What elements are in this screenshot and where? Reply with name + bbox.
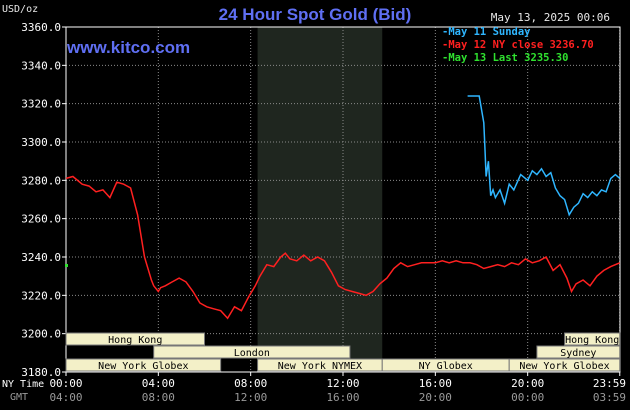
session-bar: New York Globex xyxy=(65,358,222,372)
session-bar: NY Globex xyxy=(381,358,510,372)
session-bar-label: New York Globex xyxy=(519,361,609,372)
plot-frame xyxy=(65,26,621,373)
x-tick-label-ny: 12:00 xyxy=(326,377,359,390)
session-bar-box xyxy=(564,332,621,346)
y-tick-label: 3300.0 xyxy=(21,136,61,149)
session-bar: Sydney xyxy=(536,345,621,359)
session-bar-label: New York NYMEX xyxy=(278,361,362,372)
y-tick-label: 3280.0 xyxy=(21,174,61,187)
x-tick-label-gmt: 00:00 xyxy=(511,391,544,404)
x-tick-label-gmt: 08:00 xyxy=(142,391,175,404)
y-tick-label: 3200.0 xyxy=(21,328,61,341)
series-line-may-11 xyxy=(467,95,621,217)
y-tick-label: 3240.0 xyxy=(21,251,61,264)
session-bar-label: London xyxy=(234,348,270,359)
legend-label-may11: May 11 Sunday xyxy=(448,26,531,38)
legend: -May 11 Sunday -May 12 NY close 3236.70 … xyxy=(442,26,594,65)
session-bar: London xyxy=(153,345,351,359)
legend-item-may12: -May 12 NY close 3236.70 xyxy=(442,39,594,52)
y-tick-label: 3180.0 xyxy=(21,366,61,379)
legend-dash-may12: - xyxy=(442,39,449,51)
session-bar: New York NYMEX xyxy=(257,358,383,372)
x-tick-label-gmt: 12:00 xyxy=(234,391,267,404)
y-axis-unit-label: USD/oz xyxy=(2,4,39,15)
legend-dash-may11: - xyxy=(442,26,449,38)
y-tick-label: 3320.0 xyxy=(21,98,61,111)
x-tick-label-gmt: 04:00 xyxy=(49,391,82,404)
series-point-may-13 xyxy=(65,264,68,268)
x-tick-label-gmt: 16:00 xyxy=(326,391,359,404)
x-tick-label-ny: 08:00 xyxy=(234,377,267,390)
session-bar-label: Sydney xyxy=(560,348,596,359)
y-tick-label: 3220.0 xyxy=(21,289,61,302)
series-line-may-12 xyxy=(65,175,621,320)
x-tick-label-ny: 16:00 xyxy=(419,377,452,390)
legend-item-may13: -May 13 Last 3235.30 xyxy=(442,52,594,65)
x-tick-label-ny: 04:00 xyxy=(142,377,175,390)
legend-label-may13: May 13 Last 3235.30 xyxy=(448,52,569,64)
session-bar-box xyxy=(536,345,621,359)
gmt-axis-label: GMT xyxy=(10,392,28,403)
session-bar-label: New York Globex xyxy=(98,361,188,372)
legend-label-may12: May 12 NY close 3236.70 xyxy=(448,39,594,51)
session-bar-box xyxy=(508,358,621,372)
session-bar-label: NY Globex xyxy=(419,361,473,372)
legend-item-may11: -May 11 Sunday xyxy=(442,26,594,39)
x-tick-label-gmt: 03:59 xyxy=(593,391,626,404)
legend-dash-may13: - xyxy=(442,52,449,64)
y-tick-label: 3340.0 xyxy=(21,59,61,72)
session-bar: Hong Kong xyxy=(65,332,205,346)
ny-time-axis-label: NY Time xyxy=(2,379,44,390)
watermark-url: www.kitco.com xyxy=(67,38,191,57)
timestamp: May 13, 2025 00:06 xyxy=(490,11,610,24)
session-bar-label: Hong Kong xyxy=(565,335,619,346)
session-bar-label: Hong Kong xyxy=(108,335,162,346)
session-bar: Hong Kong xyxy=(564,332,621,346)
x-tick-label-ny: 20:00 xyxy=(511,377,544,390)
y-tick-label: 3360.0 xyxy=(21,21,61,34)
x-tick-label-ny: 23:59 xyxy=(593,377,626,390)
y-tick-label: 3260.0 xyxy=(21,213,61,226)
session-bar-box xyxy=(65,358,222,372)
session-bar: New York Globex xyxy=(508,358,621,372)
x-tick-label-ny: 00:00 xyxy=(49,377,82,390)
session-bar-box xyxy=(153,345,351,359)
session-bar-box xyxy=(65,332,205,346)
nymex-session-shade xyxy=(257,27,383,372)
x-tick-label-gmt: 20:00 xyxy=(419,391,452,404)
